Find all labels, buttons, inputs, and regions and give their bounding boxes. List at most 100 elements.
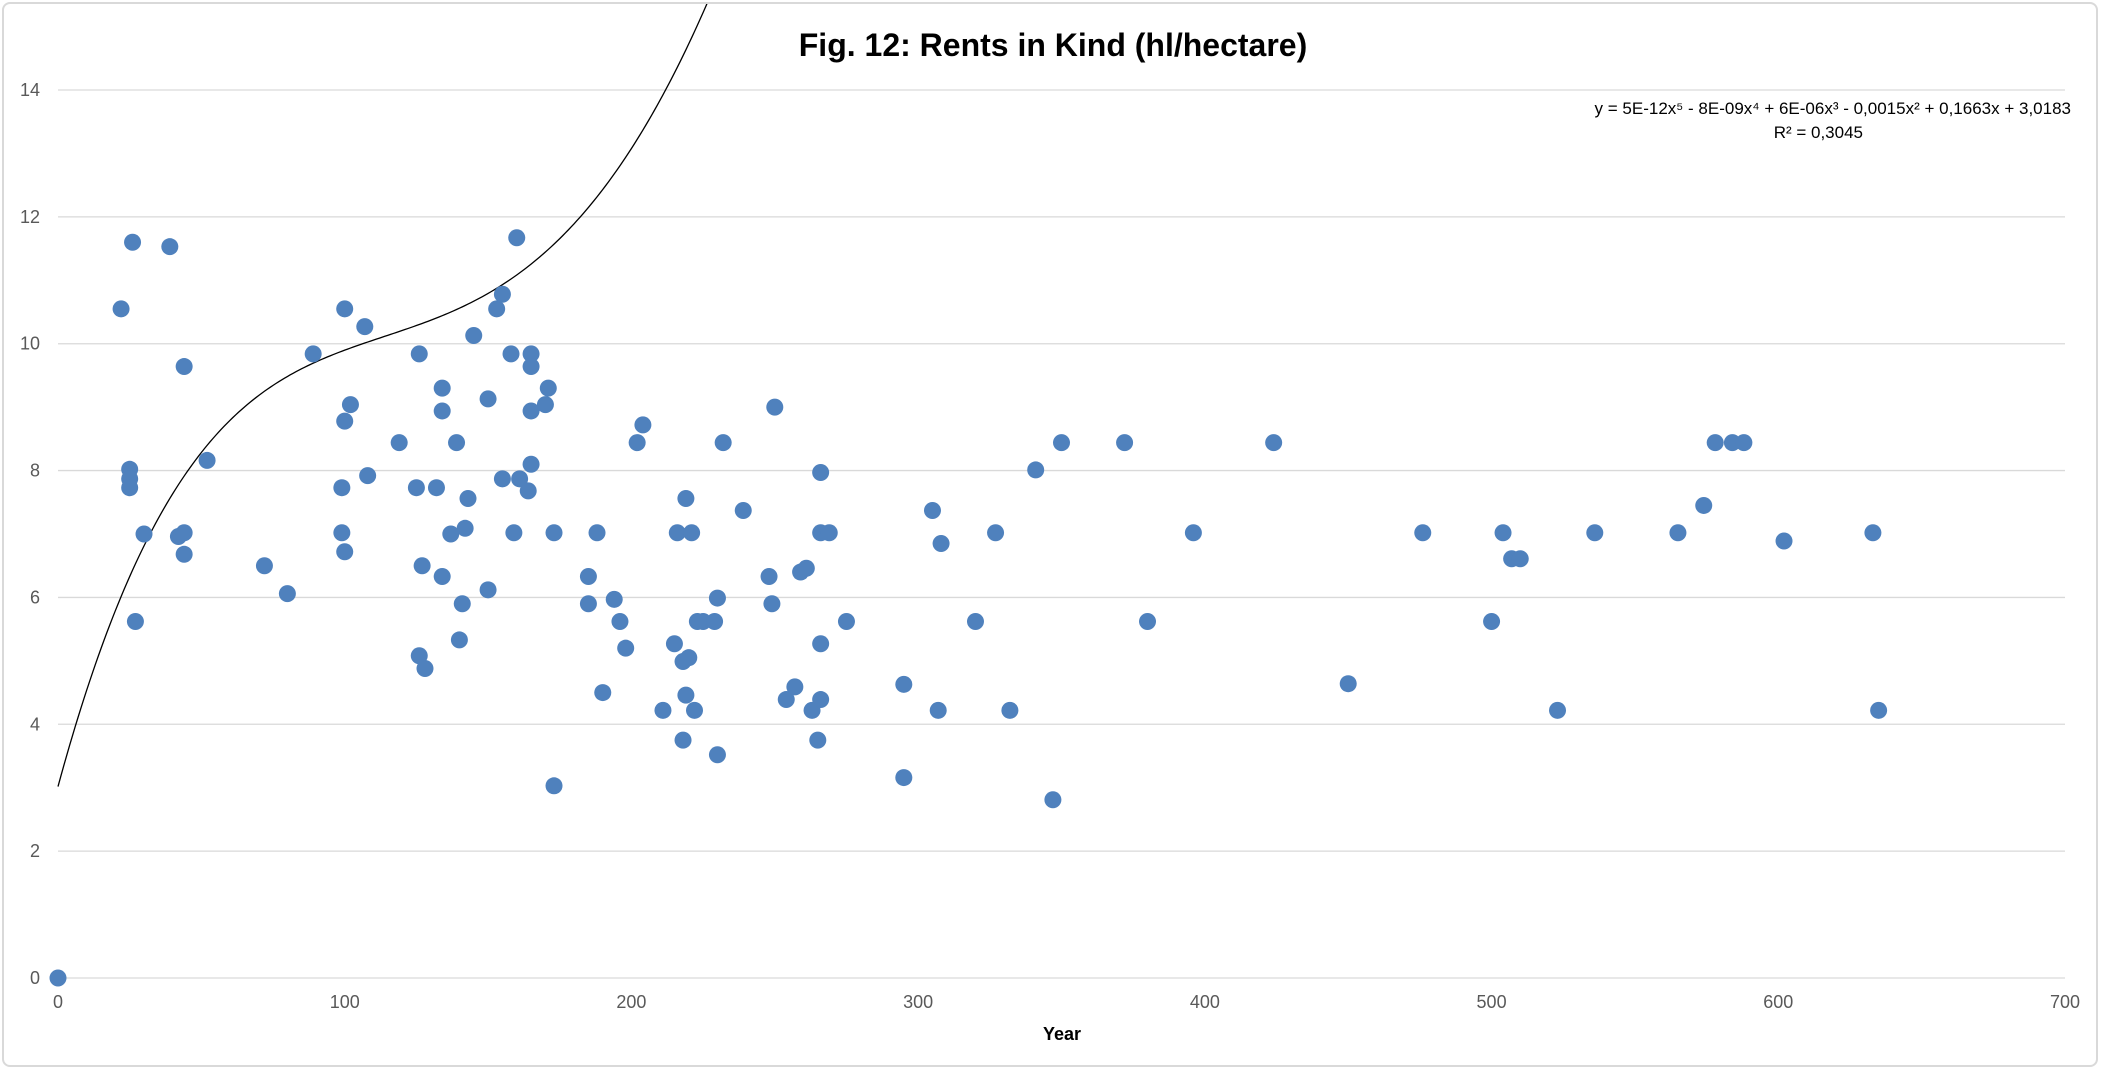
data-point (448, 434, 466, 452)
data-point (1184, 524, 1202, 542)
data-point (1116, 434, 1134, 452)
data-point (812, 691, 830, 709)
data-point (579, 595, 597, 613)
data-point (175, 358, 193, 376)
y-tick-label: 6 (30, 587, 40, 607)
data-point (708, 746, 726, 764)
y-tick-label: 0 (30, 968, 40, 988)
data-point (820, 524, 838, 542)
data-point (812, 635, 830, 653)
data-point (536, 396, 554, 414)
data-point (336, 412, 354, 430)
data-point (539, 379, 557, 397)
data-point (1511, 550, 1529, 568)
data-point (522, 455, 540, 473)
data-point (966, 613, 984, 631)
data-point (677, 489, 695, 507)
data-point (895, 675, 913, 693)
x-tick-label: 0 (53, 992, 63, 1012)
data-point (665, 635, 683, 653)
x-tick-label: 400 (1190, 992, 1220, 1012)
data-point (356, 318, 374, 336)
data-point (1139, 613, 1157, 631)
data-point (410, 647, 428, 665)
data-point (674, 731, 692, 749)
data-point (605, 590, 623, 608)
data-point (442, 525, 460, 543)
data-point (1265, 434, 1283, 452)
data-point (634, 416, 652, 434)
y-axis-tick-labels: 0 2 4 6 8 10 12 14 (20, 80, 40, 988)
y-tick-label: 2 (30, 841, 40, 861)
x-tick-label: 300 (903, 992, 933, 1012)
data-point (837, 613, 855, 631)
data-point (594, 684, 612, 702)
y-tick-label: 10 (20, 334, 40, 354)
data-point (433, 379, 451, 397)
data-point (677, 686, 695, 704)
data-point (413, 557, 431, 575)
trendline-equation: y = 5E-12x⁵ - 8E-09x⁴ + 6E-06x³ - 0,0015… (1595, 99, 2071, 118)
data-point (1870, 701, 1888, 719)
data-point (777, 691, 795, 709)
data-point (304, 345, 322, 363)
data-point (450, 631, 468, 649)
data-point (519, 482, 537, 500)
x-axis-title: Year (1043, 1024, 1081, 1044)
data-point (390, 434, 408, 452)
data-point (508, 229, 526, 247)
y-tick-label: 12 (20, 207, 40, 227)
data-point (812, 463, 830, 481)
data-point (161, 238, 179, 256)
x-tick-label: 700 (2050, 992, 2080, 1012)
data-point (1735, 434, 1753, 452)
data-point (479, 390, 497, 408)
data-point (456, 519, 474, 537)
x-tick-label: 100 (330, 992, 360, 1012)
data-point (545, 777, 563, 795)
data-point (112, 300, 130, 318)
data-point (628, 434, 646, 452)
data-point (545, 524, 563, 542)
data-point (1483, 613, 1501, 631)
trendline-layer (57, 4, 708, 787)
trendline (57, 4, 708, 787)
data-point (929, 701, 947, 719)
trendline-r-squared: R² = 0,3045 (1774, 123, 1863, 142)
data-point (895, 769, 913, 787)
data-point (987, 524, 1005, 542)
data-point (654, 701, 672, 719)
data-point (341, 396, 359, 414)
y-tick-label: 14 (20, 80, 40, 100)
data-point (680, 649, 698, 667)
data-point (49, 969, 67, 987)
data-point (579, 567, 597, 585)
data-point (708, 589, 726, 607)
x-tick-label: 500 (1477, 992, 1507, 1012)
data-point (1549, 701, 1567, 719)
chart-title: Fig. 12: Rents in Kind (hl/hectare) (799, 27, 1308, 63)
data-point (760, 567, 778, 585)
data-point (505, 524, 523, 542)
data-point (686, 701, 704, 719)
data-point (1027, 461, 1045, 479)
x-tick-label: 200 (616, 992, 646, 1012)
data-point (453, 595, 471, 613)
data-point (336, 543, 354, 561)
data-point (1044, 791, 1062, 809)
data-point (734, 502, 752, 520)
data-point (465, 326, 483, 344)
data-point (1669, 524, 1687, 542)
data-point (1494, 524, 1512, 542)
data-point (1775, 532, 1793, 550)
data-point (433, 402, 451, 420)
data-point (359, 467, 377, 485)
data-point (932, 535, 950, 553)
y-tick-label: 8 (30, 461, 40, 481)
y-tick-label: 4 (30, 714, 40, 734)
data-point (336, 300, 354, 318)
data-point (611, 613, 629, 631)
data-point (198, 451, 216, 469)
data-point (617, 639, 635, 657)
